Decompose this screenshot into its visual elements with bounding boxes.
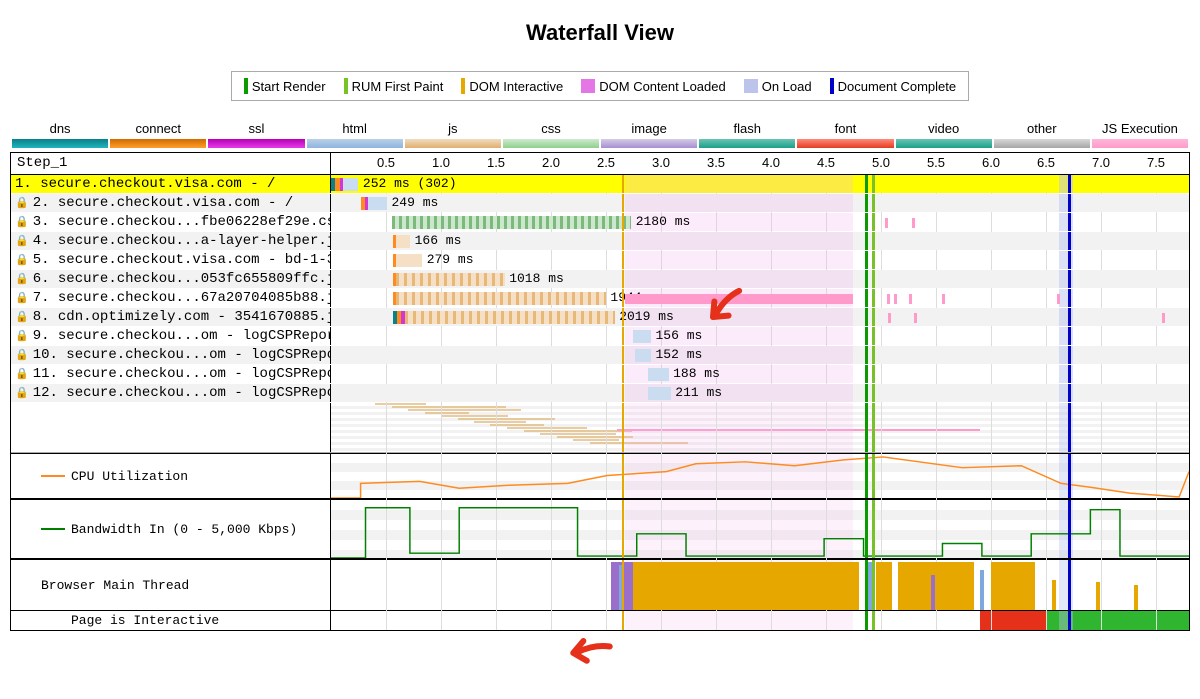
- resource-type-legend: dnsconnectsslhtmljscssimageflashfontvide…: [10, 121, 1190, 148]
- lock-icon: 🔒: [15, 310, 29, 324]
- mini-waterfall: [11, 403, 1189, 453]
- type-item: connect: [110, 121, 206, 148]
- waterfall-row[interactable]: 🔒12. secure.checkou...om - logCSPReport2…: [11, 384, 1189, 403]
- type-item: html: [307, 121, 403, 148]
- lock-icon: 🔒: [15, 234, 29, 248]
- type-item: JS Execution: [1092, 121, 1188, 148]
- legend-item: DOM Interactive: [461, 78, 563, 94]
- type-item: font: [797, 121, 893, 148]
- cpu-section: CPU Utilization: [11, 453, 1189, 498]
- lock-icon: 🔒: [15, 215, 29, 229]
- main-thread-section: Browser Main Thread: [11, 558, 1189, 610]
- waterfall-row[interactable]: 🔒5. secure.checkout.visa.com - bd-1-3027…: [11, 251, 1189, 270]
- lock-icon: 🔒: [15, 291, 29, 305]
- type-item: js: [405, 121, 501, 148]
- type-item: dns: [12, 121, 108, 148]
- waterfall-row[interactable]: 🔒9. secure.checkou...om - logCSPReport15…: [11, 327, 1189, 346]
- legend-item: DOM Content Loaded: [581, 78, 725, 94]
- lock-icon: 🔒: [15, 253, 29, 267]
- waterfall-row[interactable]: 🔒10. secure.checkou...om - logCSPReport1…: [11, 346, 1189, 365]
- waterfall-row[interactable]: 1. secure.checkout.visa.com - /252 ms (3…: [11, 175, 1189, 194]
- waterfall-row[interactable]: 🔒2. secure.checkout.visa.com - /249 ms: [11, 194, 1189, 213]
- step-label: Step_1: [11, 153, 331, 174]
- bandwidth-section: Bandwidth In (0 - 5,000 Kbps): [11, 498, 1189, 558]
- lock-icon: 🔒: [15, 272, 29, 286]
- type-item: flash: [699, 121, 795, 148]
- waterfall-row[interactable]: 🔒8. cdn.optimizely.com - 3541670885.js20…: [11, 308, 1189, 327]
- waterfall-row[interactable]: 🔒7. secure.checkou...67a20704085b88.js19…: [11, 289, 1189, 308]
- type-item: image: [601, 121, 697, 148]
- legend-item: On Load: [744, 78, 812, 94]
- interactive-section: Page is Interactive: [11, 610, 1189, 630]
- waterfall-row[interactable]: 🔒3. secure.checkou...fbe06228ef29e.css21…: [11, 213, 1189, 232]
- milestones-legend: Start Render RUM First Paint DOM Interacti…: [231, 71, 969, 101]
- type-item: video: [896, 121, 992, 148]
- legend-item: Document Complete: [830, 78, 957, 94]
- type-item: other: [994, 121, 1090, 148]
- lock-icon: 🔒: [15, 386, 29, 400]
- waterfall-row[interactable]: 🔒6. secure.checkou...053fc655809ffc.js10…: [11, 270, 1189, 289]
- lock-icon: 🔒: [15, 196, 29, 210]
- waterfall-row[interactable]: 🔒4. secure.checkou...a-layer-helper.js16…: [11, 232, 1189, 251]
- legend-item: RUM First Paint: [344, 78, 444, 94]
- lock-icon: 🔒: [15, 367, 29, 381]
- type-item: css: [503, 121, 599, 148]
- waterfall-row[interactable]: 🔒11. secure.checkou...om - logCSPReport1…: [11, 365, 1189, 384]
- page-title: Waterfall View: [10, 20, 1190, 46]
- type-item: ssl: [208, 121, 304, 148]
- annotation-arrow: [565, 625, 615, 678]
- lock-icon: 🔒: [15, 348, 29, 362]
- waterfall-chart: Step_1 0.51.01.52.02.53.03.54.04.55.05.5…: [10, 152, 1190, 631]
- legend-item: Start Render: [244, 78, 326, 94]
- lock-icon: 🔒: [15, 329, 29, 343]
